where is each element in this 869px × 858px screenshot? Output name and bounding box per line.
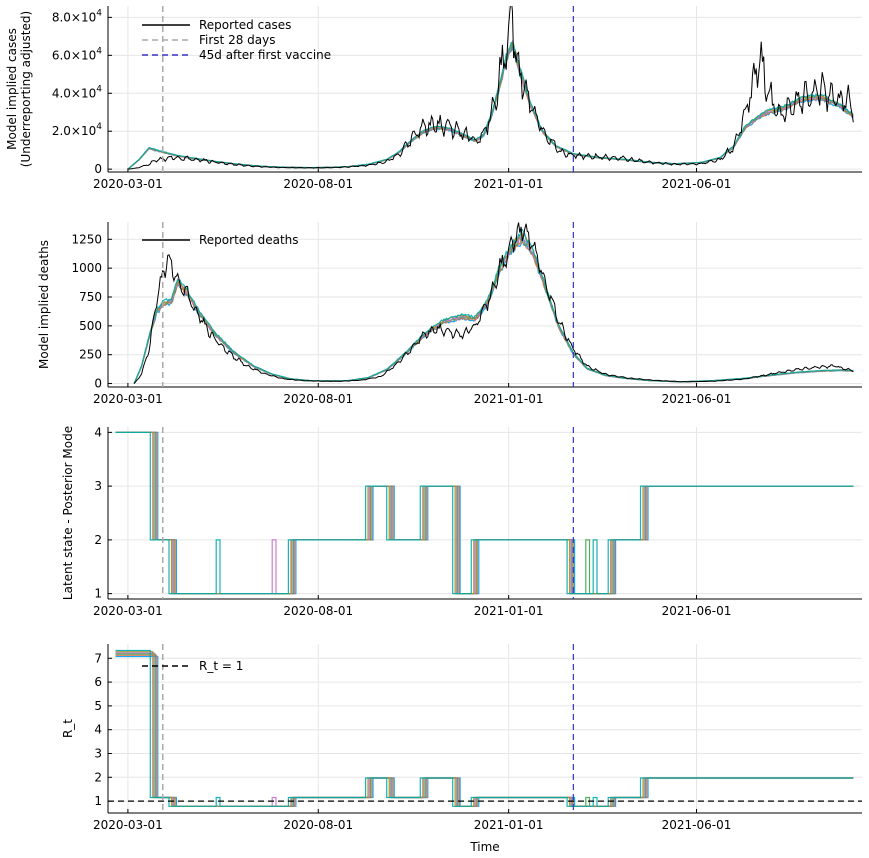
x-tick-label: 2021-01-01 — [474, 392, 544, 406]
y-tick-label: 2 — [94, 533, 102, 547]
y-tick-label: 4 — [94, 425, 102, 439]
model-chain-line — [127, 44, 854, 170]
x-tick-label: 2020-08-01 — [283, 177, 353, 191]
y-axis-label: Model implied deaths — [37, 240, 51, 369]
x-tick-label: 2021-01-01 — [474, 604, 544, 618]
model-chain-line — [133, 231, 854, 384]
y-tick-label: 4 — [94, 723, 102, 737]
chain-state-line — [115, 431, 854, 595]
chain-state-line — [115, 431, 854, 595]
y-tick-label: 1 — [94, 794, 102, 808]
x-tick-label: 2021-06-01 — [662, 177, 732, 191]
x-tick-label: 2020-03-01 — [93, 177, 163, 191]
y-tick-label: 6.0×104 — [52, 46, 102, 62]
legend-label: R_t = 1 — [199, 659, 243, 673]
legend-label: Reported deaths — [199, 233, 299, 247]
x-tick-label: 2020-03-01 — [93, 604, 163, 618]
y-tick-label: 750 — [79, 290, 102, 304]
y-tick-label: 2 — [94, 770, 102, 784]
plot-area — [127, 6, 854, 172]
model-chain-line — [133, 231, 854, 384]
panel-cases: 2020-03-01 2020-08-01 2021-01-01 2021-06-01… — [5, 6, 862, 191]
y-tick-label: 0 — [94, 377, 102, 391]
y-tick-label: 4.0×104 — [52, 84, 102, 100]
plot-area — [108, 644, 862, 813]
chain-state-line — [115, 431, 854, 595]
y-tick-label: 7 — [94, 651, 102, 665]
y-axis-label: Model implied cases — [5, 28, 19, 150]
legend-label: 45d after first vaccine — [199, 48, 331, 62]
legend: R_t = 1 — [142, 659, 243, 673]
x-tick-label: 2020-08-01 — [283, 604, 353, 618]
chain-state-line — [115, 651, 854, 807]
y-tick-label: 8.0×104 — [52, 8, 102, 24]
chain-state-line — [115, 655, 854, 807]
x-tick-label: 2021-01-01 — [474, 818, 544, 832]
model-chain-line — [127, 45, 854, 170]
y-tick-label: 5 — [94, 699, 102, 713]
plot-area — [115, 427, 854, 599]
x-tick-label: 2021-01-01 — [474, 177, 544, 191]
reported-series-line — [133, 222, 854, 384]
x-tick-label: 2020-03-01 — [93, 392, 163, 406]
x-tick-label: 2021-06-01 — [662, 818, 732, 832]
y-tick-label: 1250 — [71, 232, 102, 246]
chain-state-line — [115, 649, 854, 807]
chain-state-line — [115, 653, 854, 807]
reported-series-line — [127, 6, 854, 170]
panel-rt: 2020-03-01 2020-08-01 2021-01-01 2021-06-01… — [61, 644, 862, 854]
legend: Reported deaths — [142, 233, 299, 247]
chain-state-line — [115, 431, 854, 595]
model-chain-line — [133, 228, 854, 384]
x-tick-label: 2020-08-01 — [283, 818, 353, 832]
chain-state-line — [115, 431, 854, 595]
y-tick-label: 500 — [79, 319, 102, 333]
panel-deaths: 2020-03-01 2020-08-01 2021-01-01 2021-06-01… — [37, 222, 862, 406]
x-tick-label: 2021-06-01 — [662, 392, 732, 406]
y-tick-label: 0 — [94, 162, 102, 176]
y-tick-label: 6 — [94, 675, 102, 689]
chain-state-line — [115, 431, 854, 595]
y-tick-label: 3 — [94, 479, 102, 493]
panel-latent-state: 2020-03-01 2020-08-01 2021-01-01 2021-06-01… — [61, 425, 862, 618]
x-tick-label: 2020-08-01 — [283, 392, 353, 406]
y-tick-label: 2.0×104 — [52, 122, 102, 138]
y-axis-label: (Underreporting adjusted) — [19, 11, 33, 167]
x-axis-label: Time — [469, 840, 499, 854]
y-tick-label: 1000 — [71, 261, 102, 275]
chain-state-line — [115, 654, 854, 807]
plot-area — [133, 222, 854, 387]
y-tick-label: 250 — [79, 348, 102, 362]
y-tick-label: 3 — [94, 746, 102, 760]
x-tick-label: 2021-06-01 — [662, 604, 732, 618]
legend-label: Reported cases — [199, 18, 291, 32]
x-tick-label: 2020-03-01 — [93, 818, 163, 832]
y-axis-label: R_t — [61, 719, 75, 738]
y-tick-label: 1 — [94, 587, 102, 601]
y-axis-label: Latent state - Posterior Mode — [61, 426, 75, 600]
legend-label: First 28 days — [199, 33, 275, 47]
